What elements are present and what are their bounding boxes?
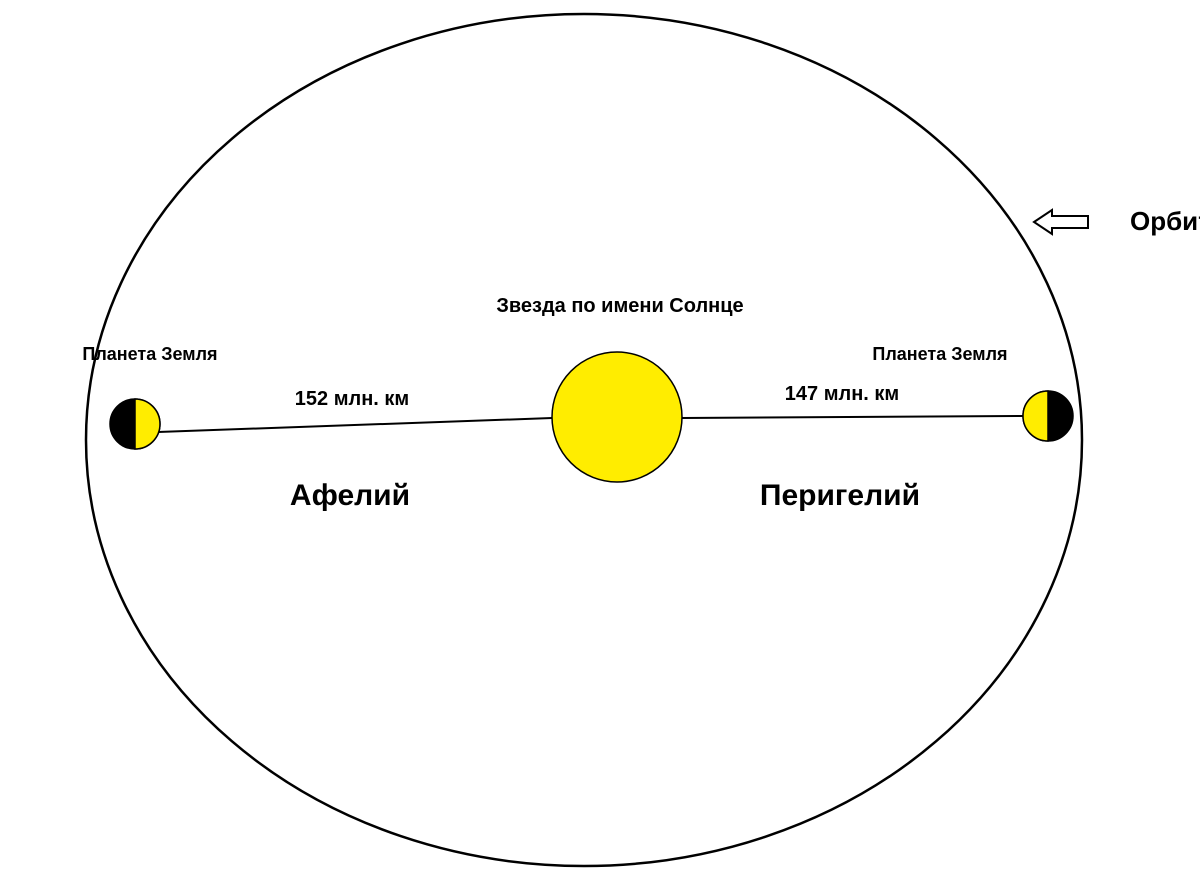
aphelion-label: Афелий: [290, 479, 410, 512]
aphelion-distance-label: 152 млн. км: [295, 388, 409, 410]
earth-aphelion-label: Планета Земля: [82, 344, 217, 364]
orbit-label: Орбита: [1130, 206, 1200, 236]
sun-icon: [552, 352, 682, 482]
earth-perihelion-icon-lit: [1023, 391, 1048, 441]
sun-label: Звезда по имени Солнце: [496, 295, 743, 317]
orbit-arrow-icon: [1034, 210, 1088, 234]
perihelion-label: Перигелий: [760, 479, 920, 512]
aphelion-distance-line: [158, 418, 552, 432]
perihelion-distance-label: 147 млн. км: [785, 383, 899, 405]
perihelion-distance-line: [682, 416, 1024, 418]
earth-perihelion-label: Планета Земля: [872, 344, 1007, 364]
earth-aphelion-icon-lit: [135, 399, 160, 449]
